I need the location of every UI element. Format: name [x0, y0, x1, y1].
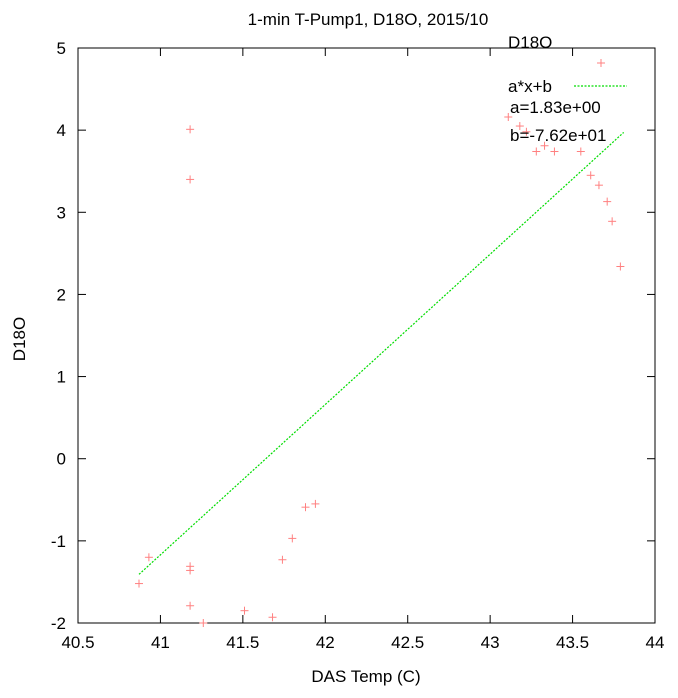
x-tick-label-5: 43 — [481, 633, 500, 652]
y-tick-label-4: 2 — [57, 285, 66, 304]
data-point-20 — [576, 147, 585, 156]
x-axis-label: DAS Temp (C) — [311, 667, 420, 686]
data-point-2 — [186, 125, 195, 134]
y-tick-label-0: -2 — [51, 614, 66, 633]
data-point-10 — [278, 555, 287, 564]
data-point-14 — [504, 113, 513, 121]
chart-title: 1-min T-Pump1, D18O, 2015/10 — [248, 10, 489, 29]
y-tick-label-3: 1 — [57, 368, 66, 387]
y-tick-label-6: 4 — [57, 121, 66, 140]
data-point-25 — [616, 262, 625, 271]
x-tick-label-2: 41.5 — [226, 633, 259, 652]
y-tick-label-2: 0 — [57, 450, 66, 469]
data-point-9 — [268, 613, 277, 622]
data-point-3 — [186, 175, 195, 184]
data-point-21 — [586, 171, 595, 180]
legend: D18O a*x+b a=1.83e+00 b=-7.62e+01 — [508, 33, 627, 145]
data-point-16 — [522, 127, 531, 136]
legend-plus-d18o — [597, 59, 605, 67]
x-tick-label-3: 42 — [316, 633, 335, 652]
scatter-points — [134, 113, 625, 627]
data-point-0 — [134, 579, 143, 588]
annotation-a: a=1.83e+00 — [510, 98, 601, 117]
data-point-22 — [594, 181, 603, 190]
plot-frame — [77, 47, 656, 624]
x-tick-label-4: 42.5 — [391, 633, 424, 652]
data-point-17 — [532, 147, 541, 156]
annotation-b: b=-7.62e+01 — [510, 126, 606, 145]
data-point-7 — [199, 619, 208, 627]
x-tick-label-7: 44 — [646, 633, 665, 652]
data-point-11 — [288, 534, 297, 543]
axis-ticks — [77, 47, 656, 624]
fit-line-layer — [138, 131, 625, 575]
data-point-13 — [311, 499, 320, 508]
x-tick-label-1: 41 — [151, 633, 170, 652]
y-tick-label-5: 3 — [57, 203, 66, 222]
y-tick-labels: -2 -1 0 1 2 3 4 5 — [51, 39, 66, 633]
legend-label-fit: a*x+b — [508, 77, 552, 96]
data-point-1 — [144, 553, 153, 562]
legend-marker-d18o — [597, 59, 605, 67]
data-point-6 — [186, 601, 195, 610]
data-point-12 — [301, 503, 310, 512]
data-point-15 — [515, 122, 524, 131]
y-tick-label-1: -1 — [51, 532, 66, 551]
fit-line — [138, 131, 625, 575]
data-point-18 — [540, 141, 549, 150]
x-tick-labels: 40.5 41 41.5 42 42.5 43 43.5 44 — [61, 633, 664, 652]
data-point-24 — [608, 217, 617, 226]
data-point-8 — [240, 606, 249, 615]
y-axis-label: D18O — [10, 317, 29, 361]
y-tick-label-7: 5 — [57, 39, 66, 58]
x-tick-label-0: 40.5 — [61, 633, 94, 652]
data-point-23 — [603, 197, 612, 206]
data-point-5 — [186, 566, 195, 575]
data-point-19 — [550, 147, 559, 156]
x-tick-label-6: 43.5 — [556, 633, 589, 652]
legend-label-d18o: D18O — [508, 33, 552, 52]
